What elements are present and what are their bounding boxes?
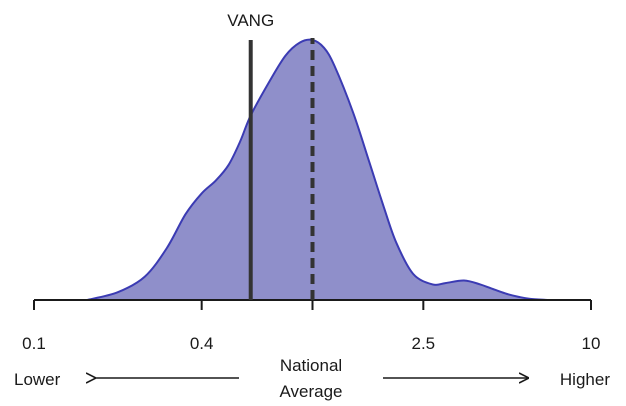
x-ticks [33,300,592,310]
x-tick-label: 10 [582,334,601,353]
density-area [86,38,548,301]
lower-label: Lower [14,370,61,389]
higher-label: Higher [560,370,610,389]
x-tick-label: 0.4 [190,334,214,353]
vang-marker-label: VANG [227,11,274,30]
reference-markers: VANG [227,11,315,300]
x-tick-labels: 0.1 0.4 2.5 10 [22,334,600,353]
x-tick-label: 2.5 [412,334,436,353]
national-average-line2: Average [279,382,342,401]
national-average-line1: National [280,356,342,375]
x-tick-label: 0.1 [22,334,46,353]
